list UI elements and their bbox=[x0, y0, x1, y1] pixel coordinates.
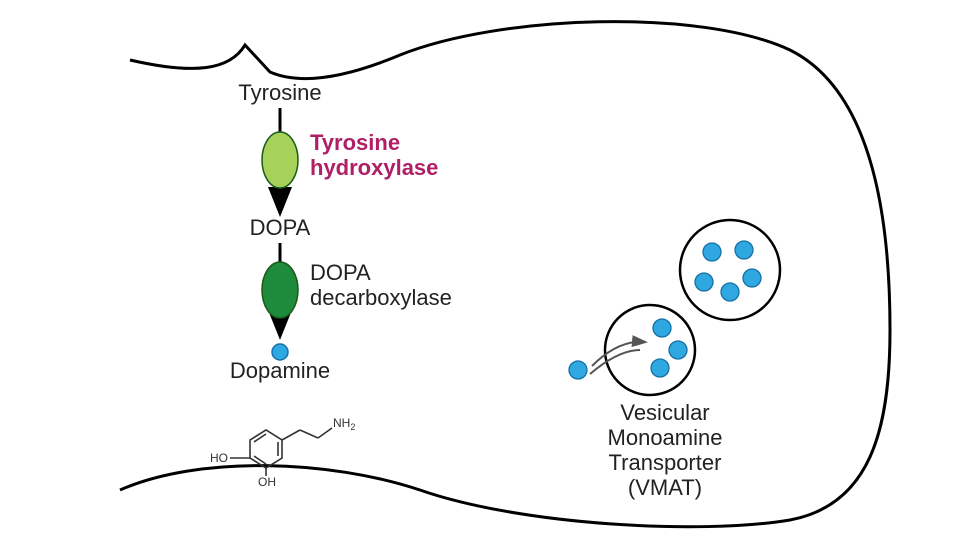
neurotransmitter-dot bbox=[653, 319, 671, 337]
substrate-dopa: DOPA bbox=[250, 215, 311, 240]
neurotransmitter-dot bbox=[703, 243, 721, 261]
mol-oh2: OH bbox=[258, 475, 276, 489]
pathway: Tyrosine Tyrosine hydroxylase DOPA DOPA … bbox=[230, 80, 452, 383]
substrate-dopamine: Dopamine bbox=[230, 358, 330, 383]
enzyme-ddc-shape bbox=[262, 262, 298, 318]
vmat-label-1: Vesicular bbox=[620, 400, 709, 425]
neurotransmitter-dot bbox=[721, 283, 739, 301]
diagram-canvas: Tyrosine Tyrosine hydroxylase DOPA DOPA … bbox=[0, 0, 960, 540]
mol-nh2: NH2 bbox=[333, 416, 355, 432]
enzyme-th-shape bbox=[262, 132, 298, 188]
mol-oh1: HO bbox=[210, 451, 228, 465]
enzyme-th-label-2: hydroxylase bbox=[310, 155, 438, 180]
dopamine-structure-icon: NH2 HO OH bbox=[210, 416, 355, 489]
neurotransmitter-dot bbox=[669, 341, 687, 359]
neurotransmitter-dot bbox=[735, 241, 753, 259]
neurotransmitter-dot bbox=[743, 269, 761, 287]
neurotransmitter-dot bbox=[695, 273, 713, 291]
vesicle-1 bbox=[680, 220, 780, 320]
neurotransmitter-dot bbox=[651, 359, 669, 377]
enzyme-ddc-label-2: decarboxylase bbox=[310, 285, 452, 310]
enzyme-ddc-label-1: DOPA bbox=[310, 260, 371, 285]
substrate-tyrosine: Tyrosine bbox=[238, 80, 321, 105]
vmat-label-2: Monoamine bbox=[608, 425, 723, 450]
cytosolic-dopamine-dot bbox=[569, 361, 587, 379]
vmat-label-3: Transporter bbox=[609, 450, 722, 475]
enzyme-th-label-1: Tyrosine bbox=[310, 130, 400, 155]
vmat-region: Vesicular Monoamine Transporter (VMAT) bbox=[569, 220, 780, 500]
vmat-label-4: (VMAT) bbox=[628, 475, 702, 500]
